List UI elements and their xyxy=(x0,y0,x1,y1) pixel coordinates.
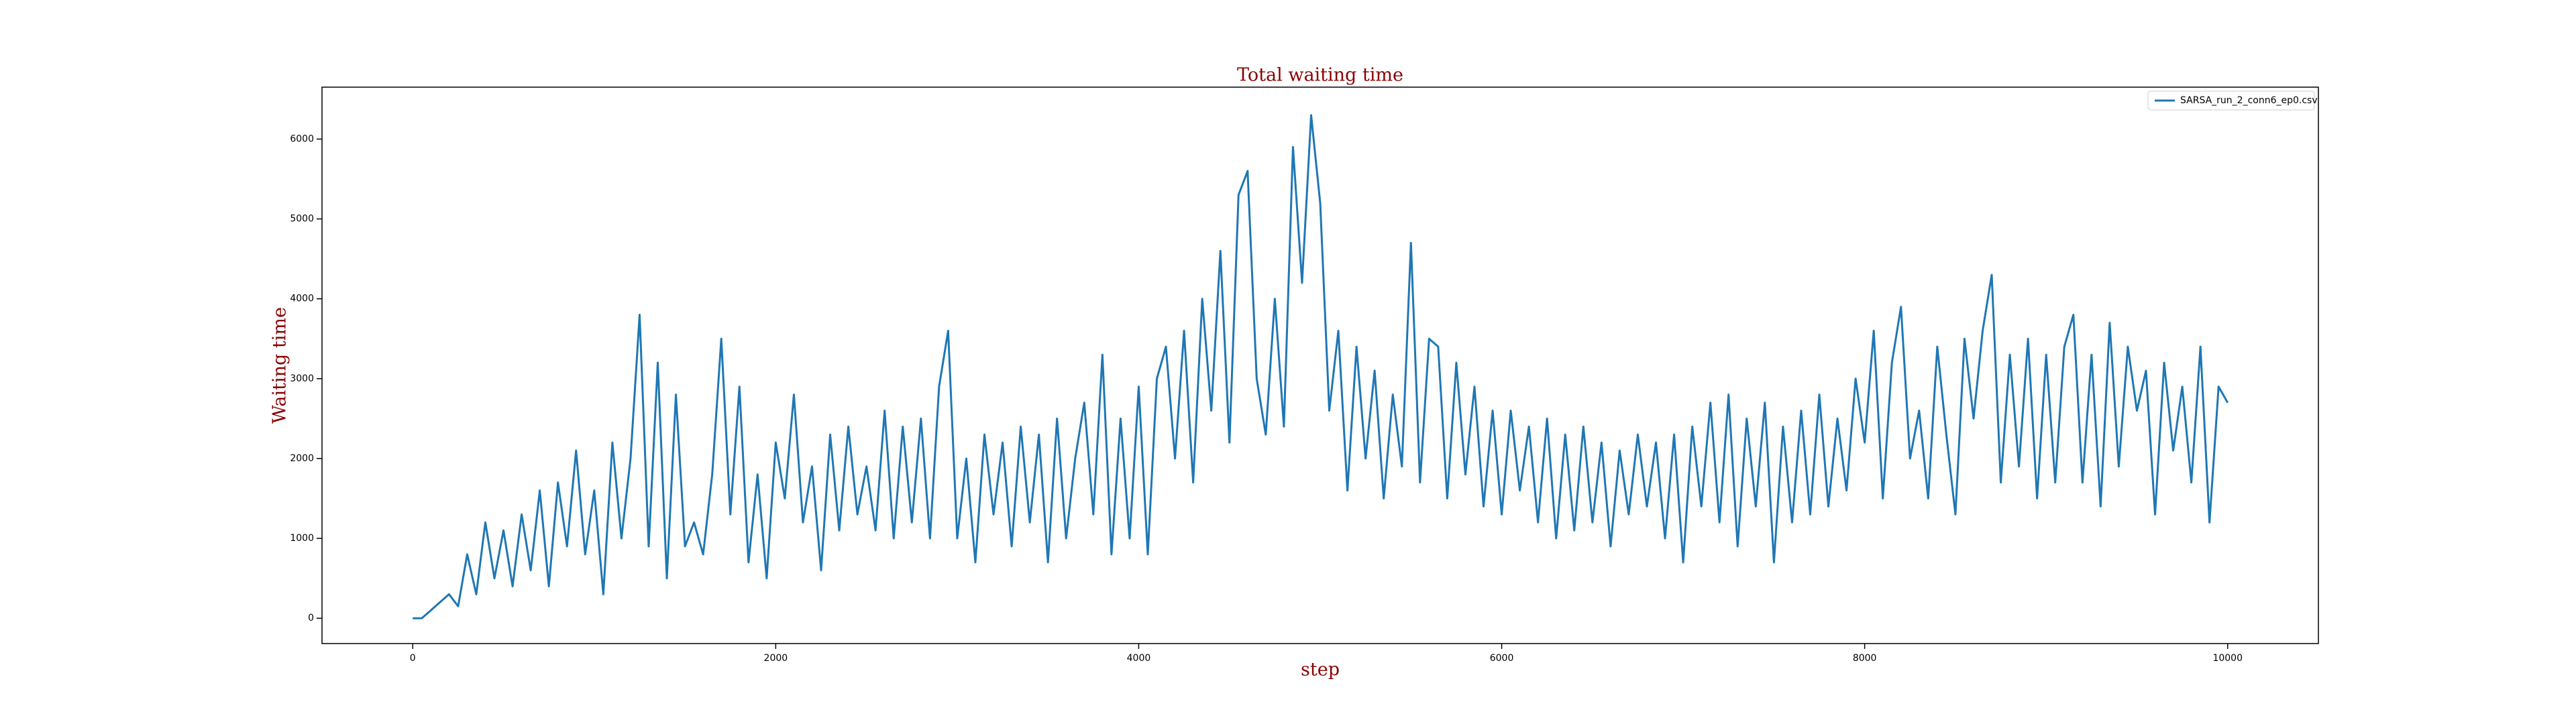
x-tick-label: 0 xyxy=(410,653,416,664)
x-tick-label: 10000 xyxy=(2212,653,2243,664)
plot-frame xyxy=(321,86,2319,644)
y-tick-label: 5000 xyxy=(290,214,314,225)
legend-box xyxy=(2147,90,2315,111)
chart-title: Total waiting time xyxy=(1237,65,1403,86)
x-tick-label: 2000 xyxy=(764,653,788,664)
y-axis-label: Waiting time xyxy=(270,307,290,424)
x-tick-label: 8000 xyxy=(1853,653,1877,664)
y-tick-label: 4000 xyxy=(290,294,314,304)
x-tick-label: 4000 xyxy=(1127,653,1151,664)
x-axis-label: step xyxy=(1301,660,1340,680)
y-tick-label: 1000 xyxy=(290,533,314,544)
y-tick-label: 2000 xyxy=(290,453,314,464)
y-tick-label: 3000 xyxy=(290,373,314,384)
y-tick-label: 6000 xyxy=(290,133,314,144)
x-tick-label: 6000 xyxy=(1490,653,1514,664)
y-tick-label: 0 xyxy=(308,613,314,623)
legend-label: SARSA_run_2_conn6_ep0.csv xyxy=(2180,95,2318,106)
data-line xyxy=(413,114,2229,619)
